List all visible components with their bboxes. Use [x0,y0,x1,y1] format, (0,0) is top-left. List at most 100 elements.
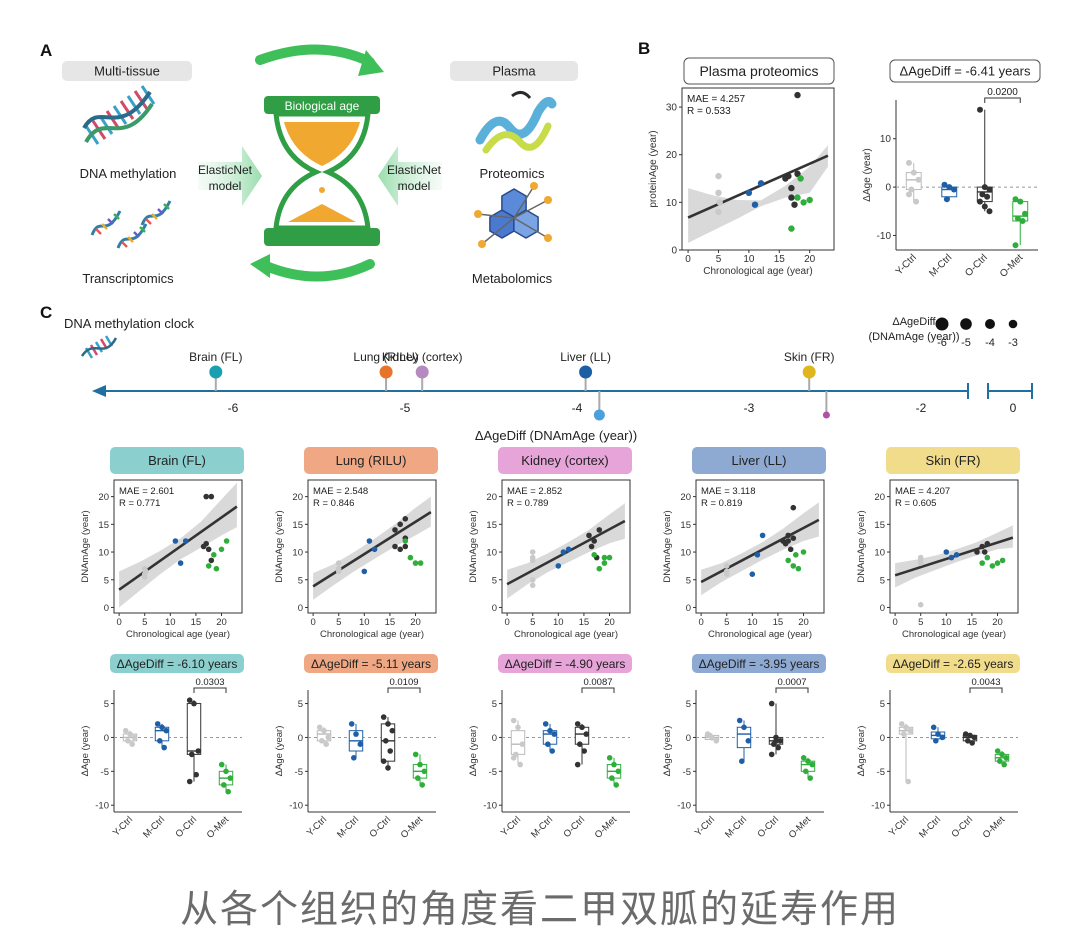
y-tick-label: 0 [686,733,691,744]
y-tick-label: -10 [95,801,109,812]
fit-line [894,536,1014,577]
y-tick-label: -5 [489,767,497,778]
data-point [979,560,985,566]
data-point [800,755,807,761]
tissue-diff-bg [110,654,244,673]
data-point [716,199,723,206]
panel-c: C DNA methylation clock -6 -5 -4 -3 -2 0 ΔAgeDif… [40,303,1033,841]
data-point [417,560,424,566]
data-point [419,782,426,788]
significance-bracket [984,97,1021,103]
data-point [371,546,378,553]
protein-ribbon [475,96,557,145]
data-point [946,184,953,191]
metabolomics-icon [474,182,552,248]
y-tick-label: -10 [871,801,885,812]
x-tick-label: 15 [967,617,978,628]
data-point [223,538,230,544]
data-point [984,554,991,561]
data-point [565,546,572,553]
category-label: O-Met [787,814,814,841]
data-point [986,186,993,193]
y-tick-label: 0 [671,246,677,257]
tissue-title-text: Brain (FL) [148,453,206,468]
data-point [797,175,804,182]
data-point [189,751,195,758]
data-point [930,724,937,731]
y-tick-label: 0 [492,733,497,744]
x-tick-label: 0 [892,617,897,628]
x-tick-label: 15 [579,617,590,628]
data-point [933,738,939,744]
y-tick-label: -5 [295,767,303,778]
data-point [353,731,359,737]
data-point [948,554,955,561]
x-tick-label: 5 [716,254,722,265]
box-chart: Y-Ctrl M-Ctrl O-Ctrl O-Met -10 -5 0 5 ΔAge (year… [80,677,242,841]
data-point [227,775,234,781]
x-tick-label: 0 [310,617,315,628]
box-chart: Y-Ctrl M-Ctrl O-Ctrl O-Met -10 -5 0 5 ΔAge (year… [662,677,824,841]
category-label: O-Ctrl [949,814,975,840]
timeline-tick-label: -3 [744,401,755,415]
y-axis-title: DNAmAge (year) [468,510,479,582]
size-legend-title: (DNAmAge (year)) [868,331,959,343]
x-tick-label: 0 [685,254,691,265]
data-point [910,169,917,176]
scatter-title-bg [683,57,835,85]
transcriptomics-icon [90,200,172,249]
data-point [609,775,615,781]
confidence-band [688,145,828,243]
data-point [749,571,756,577]
data-point [757,180,765,187]
x-axis-title: Chronological age (year) [703,266,813,277]
data-point [788,225,795,232]
box [736,726,752,749]
green-arc-arrow [261,259,375,282]
data-point [903,724,909,731]
mae-annotation: MAE = 2.548 [313,486,368,497]
size-legend-value: -4 [985,337,995,349]
data-point [981,203,988,210]
rna-base [101,223,108,230]
data-point [335,560,342,566]
box-chart: Y-Ctrl M-Ctrl O-Ctrl O-Met -10 -5 0 5 ΔAge (year… [856,677,1018,841]
data-point [794,170,801,177]
category-label: Y-Ctrl [305,814,329,838]
p-value: 0.0109 [389,677,418,688]
data-point [321,727,327,734]
data-point [383,738,389,744]
x-tick-label: 5 [918,617,923,628]
y-tick-label: 15 [292,520,303,531]
data-point [984,540,991,547]
bond [513,185,535,219]
helix-rung [89,344,99,356]
x-tick-label: 10 [941,617,952,628]
data-point [611,761,617,768]
left-header-bg [62,61,192,81]
data-point [154,721,161,727]
data-point [939,734,946,741]
tissue-diff: ΔAgeDiff = -6.10 years [110,654,244,673]
data-point [223,768,229,775]
y-tick-label: -10 [483,801,497,812]
y-axis-title: DNAmAge (year) [662,510,673,582]
data-point [723,571,730,577]
tissue-diff-bg [304,654,438,673]
x-tick-label: 20 [604,617,615,628]
bond [481,217,515,245]
marker-dot [579,365,593,379]
y-tick-label: 5 [492,575,497,586]
data-point [389,727,396,734]
data-point [323,741,330,747]
category-label: O-Met [981,814,1008,841]
tissue-diff: ΔAgeDiff = -5.11 years [304,654,438,673]
p-value: 0.0007 [777,677,806,688]
p-value: 0.0043 [971,677,1000,688]
y-tick-label: 5 [686,575,691,586]
data-point [994,748,1001,754]
data-point [601,560,608,566]
y-tick-label: 15 [98,520,109,531]
x-tick-label: 15 [774,254,786,265]
data-point [397,521,404,528]
